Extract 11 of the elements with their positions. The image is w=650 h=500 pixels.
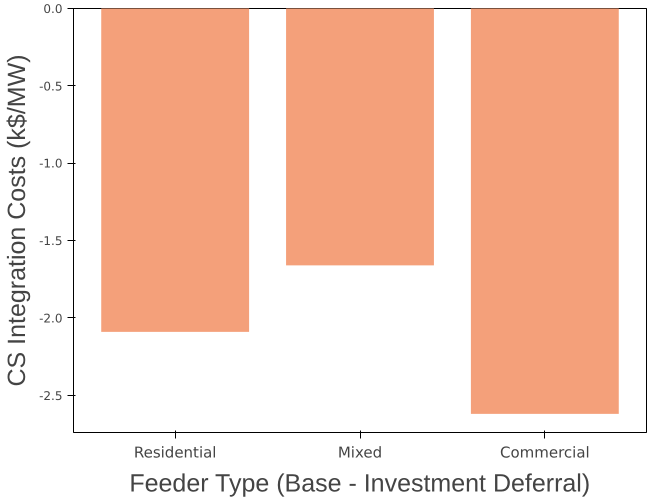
y-axis-title: CS Integration Costs (k$/MW) xyxy=(3,54,32,387)
x-tick-label: Commercial xyxy=(500,444,590,462)
x-axis-title: Feeder Type (Base - Investment Deferral) xyxy=(129,470,590,498)
y-tick-label: -2.5 xyxy=(39,388,63,403)
y-tick-label: 0.0 xyxy=(43,2,63,16)
x-tick-label: Residential xyxy=(134,444,216,462)
y-tick-label: -0.5 xyxy=(39,79,63,94)
y-tick-label: -1.0 xyxy=(39,156,63,171)
y-tick-label: -2.0 xyxy=(39,311,63,326)
y-tick-label: -1.5 xyxy=(39,234,63,248)
x-tick-label: Mixed xyxy=(338,444,382,462)
